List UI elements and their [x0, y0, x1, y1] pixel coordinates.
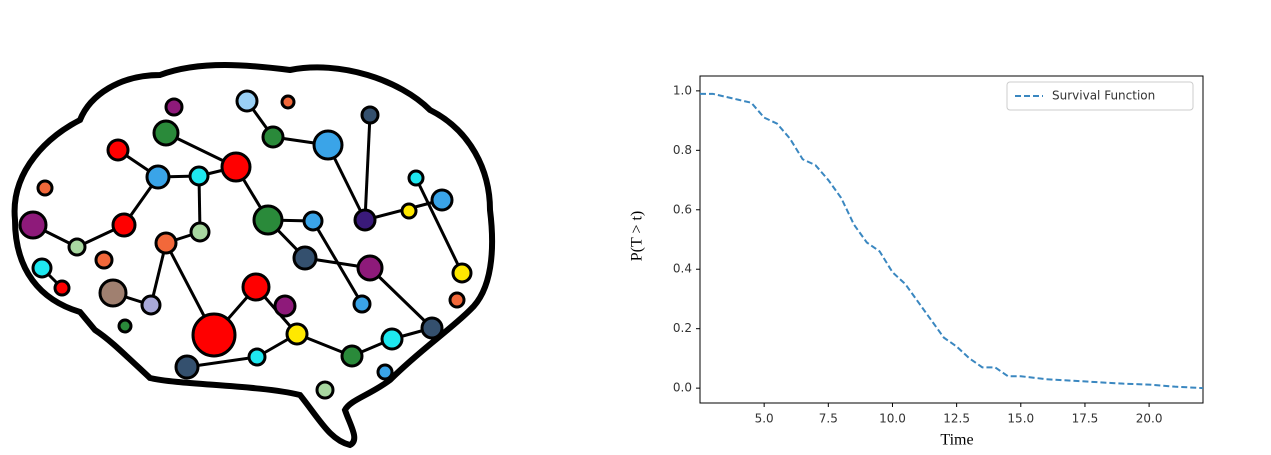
plot-frame [699, 75, 1204, 404]
brain-illustration [11, 62, 496, 449]
y-tick-label: 0.0 [673, 381, 692, 395]
y-tick-label: 0.2 [673, 321, 692, 335]
y-axis-label: P(T > t) [629, 211, 646, 262]
legend-label: Survival Function [1052, 89, 1155, 103]
y-tick-label: 0.8 [673, 143, 692, 157]
brain-outline [11, 62, 496, 449]
x-axis-label: Time [940, 432, 973, 449]
y-tick-label: 0.6 [673, 202, 692, 216]
survival-line [700, 92, 1204, 390]
x-tick-label: 10.0 [879, 412, 906, 426]
y-tick-label: 1.0 [673, 83, 692, 97]
x-tick-label: 20.0 [1136, 412, 1163, 426]
x-tick-label: 12.5 [943, 412, 970, 426]
x-tick-label: 15.0 [1007, 412, 1034, 426]
legend-box [1006, 81, 1194, 111]
brain-nodes [18, 89, 473, 400]
x-tick-label: 5.0 [755, 412, 774, 426]
y-tick-label: 0.4 [673, 262, 692, 276]
x-tick-label: 17.5 [1072, 412, 1099, 426]
x-tick-label: 7.5 [819, 412, 838, 426]
